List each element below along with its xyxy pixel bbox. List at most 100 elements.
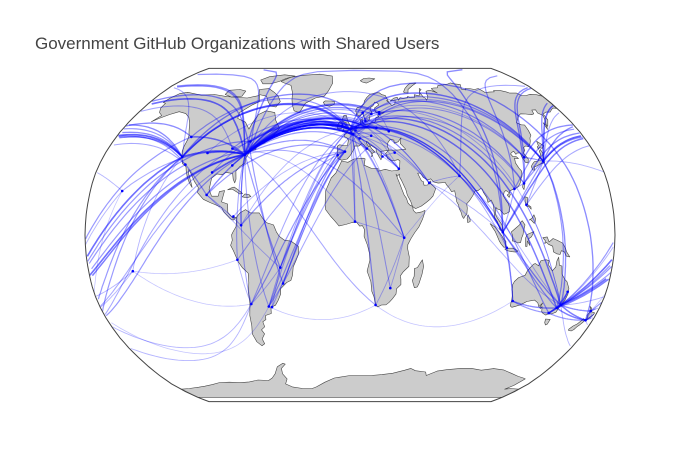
edge-sao-paulo-lisbon xyxy=(282,154,339,284)
edge-cape-town-buenos-aires xyxy=(268,304,376,320)
edge-melbourne-perth xyxy=(512,300,549,314)
edge-berlin-seoul xyxy=(366,107,525,158)
edge-berlin-tokyo xyxy=(366,100,544,162)
edge-london-seoul xyxy=(349,100,525,158)
edge-san-francisco-wellington xyxy=(102,156,595,321)
edge-hong-kong-singapore xyxy=(502,188,515,233)
landmass-eurasia xyxy=(324,82,557,308)
edge-tallinn-seoul xyxy=(379,104,525,158)
edge-bogota-madrid xyxy=(240,151,346,226)
node-perth xyxy=(511,299,514,303)
edge-washington-stockholm xyxy=(244,106,372,156)
edge-washington-tallinn xyxy=(244,104,380,156)
edge-auckland-wellington xyxy=(584,310,592,321)
edge-buenos-aires-london xyxy=(268,128,351,307)
edge-london-sydney xyxy=(349,117,562,306)
edge-london-cape-town xyxy=(349,128,377,306)
node-cape-town xyxy=(374,303,377,307)
edge-sydney-santiago xyxy=(130,303,571,362)
edge-washington-san-francisco xyxy=(182,150,246,158)
edge-los-angeles-sydney xyxy=(88,164,613,306)
landmass-south-america xyxy=(230,209,299,347)
node-seattle xyxy=(190,135,193,139)
edge-tel-aviv-berlin xyxy=(366,126,400,169)
edge-washington-buenos-aires xyxy=(244,154,270,307)
edge-washington-kyiv xyxy=(244,112,390,156)
edge-washington-lima xyxy=(236,154,246,260)
node-lagos xyxy=(353,220,357,223)
node-mexico-city xyxy=(205,193,208,197)
node-montevideo xyxy=(270,305,274,309)
edge-dubai-sydney xyxy=(428,182,561,306)
edge-san-francisco-taipei xyxy=(122,131,580,184)
node-jakarta xyxy=(505,246,509,250)
edge-washington-seoul xyxy=(177,85,532,158)
edge-paris-nairobi xyxy=(352,134,405,238)
edge-washington-rome xyxy=(244,131,368,156)
edge-washington-ottawa xyxy=(244,140,252,155)
edge-washington-cape-town xyxy=(244,154,376,306)
node-tokyo xyxy=(542,160,545,163)
node-seoul xyxy=(522,156,526,159)
edge-cape-town-perth xyxy=(375,300,513,328)
node-ankara xyxy=(393,151,397,154)
node-buenos-aires xyxy=(267,305,271,308)
edge-singapore-sydney xyxy=(502,231,562,306)
edge-santiago-madrid xyxy=(250,151,346,305)
edge-lagos-nairobi xyxy=(354,221,405,239)
edge-montevideo-madrid xyxy=(271,151,346,308)
edge-seattle-london xyxy=(190,98,351,138)
edge-amsterdam-singapore xyxy=(356,126,504,233)
edge-ankara-berlin xyxy=(366,126,396,153)
node-chicago xyxy=(231,147,234,150)
edge-mexico-city-madrid xyxy=(206,144,346,196)
edge-mexico-city-brasilia xyxy=(206,194,281,268)
edge-singapore-canberra xyxy=(502,231,558,309)
edge-paris-berlin xyxy=(352,126,368,135)
edge-london-pretoria xyxy=(349,128,391,289)
edge-london-tokyo xyxy=(349,92,544,162)
edge-london-delhi xyxy=(349,127,460,177)
node-panama xyxy=(232,215,235,218)
edge-washington-santiago xyxy=(240,154,252,305)
edge-dubai-singapore xyxy=(429,182,504,233)
edge-san-francisco-berlin xyxy=(181,93,368,158)
edge-mexico-city-bogota xyxy=(206,194,242,226)
edge-melbourne-wellington xyxy=(548,312,586,321)
edge-san-francisco-hong-kong xyxy=(123,128,575,190)
node-copenhagen xyxy=(364,119,367,123)
edge-rome-athens xyxy=(366,148,383,157)
edge-san-francisco-delhi xyxy=(173,84,526,176)
node-bogota xyxy=(239,224,243,227)
edge-pacific-lima xyxy=(132,259,238,275)
edge-rome-paris xyxy=(352,133,368,149)
landmass-cuba xyxy=(227,186,243,195)
edge-london-taipei xyxy=(349,109,525,184)
edge-kyiv-tallinn xyxy=(378,113,390,132)
edge-honolulu-tokyo xyxy=(96,160,604,192)
edge-new-york-tel-aviv xyxy=(249,127,400,170)
edge-london-singapore xyxy=(349,126,504,233)
edge-washington-dubai xyxy=(244,116,430,184)
node-dubai xyxy=(427,181,431,185)
edge-sydney-wellington xyxy=(560,304,586,321)
edge-tokyo-manila xyxy=(525,161,544,206)
node-melbourne xyxy=(547,311,550,315)
edge-pretoria-nairobi xyxy=(389,237,405,289)
node-lisbon xyxy=(336,153,339,157)
node-amsterdam xyxy=(354,126,358,129)
edge-sydney-brisbane xyxy=(560,291,569,306)
edge-madrid-lisbon xyxy=(337,151,346,156)
edge-boston-london xyxy=(254,123,351,149)
landmass-hispaniola xyxy=(241,193,252,198)
landmass-tasmania xyxy=(544,318,551,326)
landmass-mindanao xyxy=(528,214,536,224)
edge-buenos-aires-rome xyxy=(268,148,368,307)
edge-seattle-sydney xyxy=(85,136,614,306)
node-brasilia xyxy=(279,266,282,269)
edge-stockholm-helsinki xyxy=(371,111,380,115)
edge-london-melbourne xyxy=(349,125,550,314)
node-lima xyxy=(236,258,239,262)
edge-honolulu-auckland xyxy=(94,190,606,312)
edge-washington-singapore xyxy=(244,69,504,233)
